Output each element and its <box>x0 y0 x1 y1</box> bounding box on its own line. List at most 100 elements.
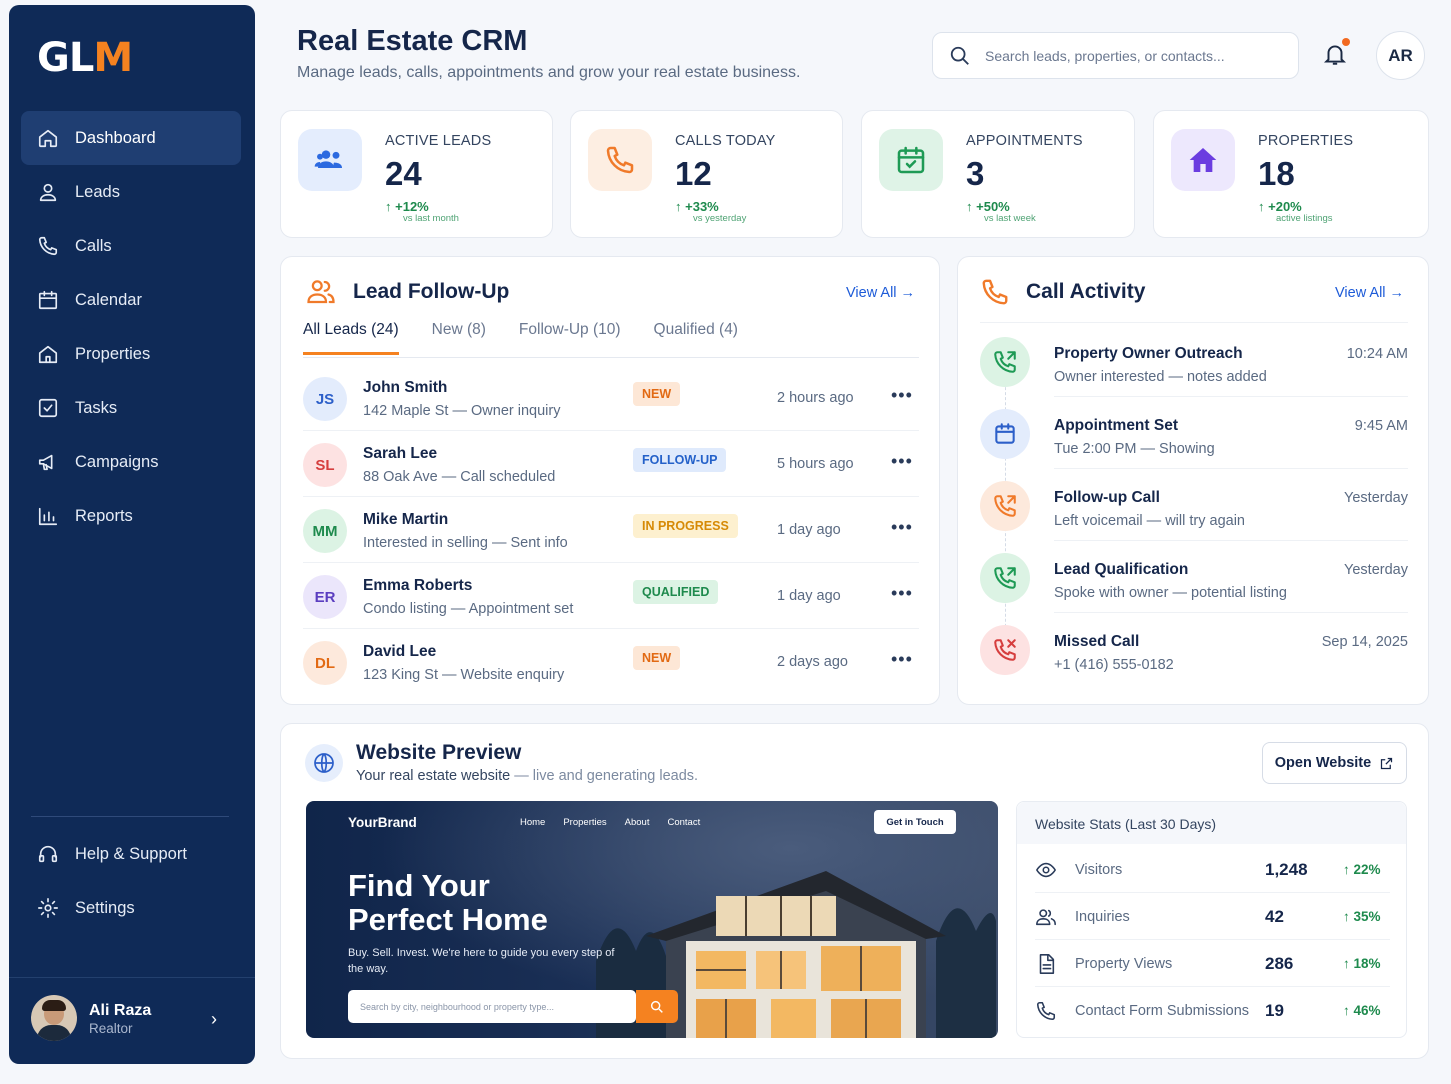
stat-change: ↑ +50% <box>966 199 1010 214</box>
user-menu-button[interactable]: AR <box>1376 31 1425 80</box>
stat-card-calls-today[interactable]: CALLS TODAY 12 ↑ +33% vs yesterday <box>570 110 843 238</box>
call-desc: Spoke with owner — potential listing <box>1054 585 1287 601</box>
list-item[interactable]: Property Owner Outreach Owner interested… <box>980 325 1408 397</box>
stat-card-appointments[interactable]: APPOINTMENTS 3 ↑ +50% vs last week <box>861 110 1135 238</box>
lead-desc: 142 Maple St — Owner inquiry <box>363 403 561 419</box>
sidebar-item-dashboard[interactable]: Dashboard <box>21 111 241 165</box>
sidebar-item-label: Leads <box>75 182 120 201</box>
stat-value: 18 <box>1258 155 1295 192</box>
notifications-button[interactable] <box>1322 38 1352 72</box>
list-item[interactable]: Appointment Set Tue 2:00 PM — Showing 9:… <box>980 397 1408 469</box>
sidebar-item-label: Reports <box>75 506 133 525</box>
table-row[interactable]: DL David Lee 123 King St — Website enqui… <box>303 629 919 695</box>
brand-logo[interactable]: GLM <box>37 35 133 81</box>
panel-title: Call Activity <box>1026 280 1146 303</box>
site-nav-about[interactable]: About <box>624 817 650 828</box>
sidebar-item-calendar[interactable]: Calendar <box>21 273 241 327</box>
call-title: Follow-up Call <box>1054 489 1160 506</box>
call-desc: Left voicemail — will try again <box>1054 513 1245 529</box>
table-row[interactable]: JS John Smith 142 Maple St — Owner inqui… <box>303 365 919 431</box>
site-nav-home[interactable]: Home <box>520 817 546 828</box>
stat-label: APPOINTMENTS <box>966 133 1083 149</box>
list-item: Contact Form Submissions 19 ↑ 46% <box>1035 987 1390 1034</box>
tab-new[interactable]: New (8) <box>431 321 486 338</box>
status-badge: IN PROGRESS <box>633 514 738 538</box>
call-time: Yesterday <box>1344 562 1408 578</box>
open-website-button[interactable]: Open Website <box>1262 742 1407 784</box>
avatar: ER <box>303 575 347 619</box>
sidebar-item-properties[interactable]: Properties <box>21 327 241 381</box>
bar-chart-icon <box>38 507 58 526</box>
sidebar-item-reports[interactable]: Reports <box>21 489 241 543</box>
website-hero-preview[interactable]: YourBrand Home Properties About Contact … <box>306 801 998 1038</box>
call-time: Sep 14, 2025 <box>1321 634 1408 650</box>
sidebar-item-help[interactable]: Help & Support <box>21 827 241 881</box>
stats-title: Website Stats (Last 30 Days) <box>1017 802 1406 844</box>
megaphone-icon <box>38 454 53 471</box>
list-item: Visitors 1,248 ↑ 22% <box>1035 846 1390 893</box>
document-icon <box>1039 954 1055 974</box>
table-row[interactable]: MM Mike Martin Interested in selling — S… <box>303 497 919 563</box>
tab-follow-up[interactable]: Follow-Up (10) <box>518 321 621 338</box>
site-search-button[interactable] <box>636 990 678 1023</box>
chevron-right-icon[interactable]: › <box>211 1009 217 1029</box>
list-item[interactable]: Lead Qualification Spoke with owner — po… <box>980 541 1408 613</box>
headset-icon <box>38 845 58 863</box>
search-input[interactable] <box>985 47 1285 64</box>
stat-label: Contact Form Submissions <box>1075 1003 1250 1019</box>
table-row[interactable]: ER Emma Roberts Condo listing — Appointm… <box>303 563 919 629</box>
more-icon[interactable]: ••• <box>891 649 913 669</box>
site-cta-button[interactable]: Get in Touch <box>874 810 956 834</box>
stat-change: ↑ +20% <box>1258 199 1302 214</box>
site-nav-contact[interactable]: Contact <box>667 817 701 828</box>
site-search-input[interactable]: Search by city, neighbourhood or propert… <box>348 990 636 1023</box>
stat-compare: vs last month <box>403 213 459 224</box>
lead-name: David Lee <box>363 643 437 660</box>
stat-value: 24 <box>385 155 422 192</box>
secondary-nav: Help & Support Settings <box>21 827 241 935</box>
sidebar-divider <box>31 816 229 817</box>
lead-view-all-link[interactable]: View All → <box>846 285 916 301</box>
sidebar-item-label: Settings <box>75 898 135 917</box>
stat-card-active-leads[interactable]: ACTIVE LEADS 24 ↑ +12% vs last month <box>280 110 553 238</box>
phone-outgoing-icon <box>980 553 1030 603</box>
sidebar: GLM Dashboard Leads Calls Calendar Prope… <box>9 5 255 1064</box>
panel-subtitle: Your real estate website — live and gene… <box>356 768 699 784</box>
avatar <box>31 995 77 1041</box>
sidebar-item-campaigns[interactable]: Campaigns <box>21 435 241 489</box>
sidebar-item-settings[interactable]: Settings <box>21 881 241 935</box>
user-icon <box>39 183 57 202</box>
stat-value: 3 <box>966 155 985 192</box>
more-icon[interactable]: ••• <box>891 583 913 603</box>
sidebar-item-label: Properties <box>75 344 151 363</box>
more-icon[interactable]: ••• <box>891 517 913 537</box>
panel-title: Lead Follow-Up <box>353 280 510 303</box>
more-icon[interactable]: ••• <box>891 451 913 471</box>
site-nav-properties[interactable]: Properties <box>563 817 607 828</box>
lead-desc: Interested in selling — Sent info <box>363 535 568 551</box>
stat-compare: active listings <box>1276 213 1333 224</box>
row-divider <box>1054 468 1408 469</box>
call-desc: Tue 2:00 PM — Showing <box>1054 441 1215 457</box>
table-row[interactable]: SL Sarah Lee 88 Oak Ave — Call scheduled… <box>303 431 919 497</box>
site-headline: Find Your Perfect Home <box>348 868 548 937</box>
tab-all-leads[interactable]: All Leads (24) <box>303 321 399 355</box>
sidebar-item-tasks[interactable]: Tasks <box>21 381 241 435</box>
phone-outgoing-icon <box>980 481 1030 531</box>
lead-name: John Smith <box>363 379 448 396</box>
list-item[interactable]: Follow-up Call Left voicemail — will try… <box>980 469 1408 541</box>
house-icon <box>1171 129 1235 191</box>
calls-view-all-link[interactable]: View All → <box>1335 285 1405 301</box>
gear-icon <box>38 898 58 918</box>
avatar: MM <box>303 509 347 553</box>
status-badge: QUALIFIED <box>633 580 719 604</box>
phone-icon <box>1036 1001 1056 1021</box>
stat-value: 12 <box>675 155 712 192</box>
list-item[interactable]: Missed Call +1 (416) 555-0182 Sep 14, 20… <box>980 613 1408 685</box>
user-profile[interactable]: Ali Raza Realtor › <box>31 995 231 1041</box>
sidebar-item-leads[interactable]: Leads <box>21 165 241 219</box>
sidebar-item-calls[interactable]: Calls <box>21 219 241 273</box>
stat-card-properties[interactable]: PROPERTIES 18 ↑ +20% active listings <box>1153 110 1429 238</box>
more-icon[interactable]: ••• <box>891 385 913 405</box>
tab-qualified[interactable]: Qualified (4) <box>653 321 738 338</box>
